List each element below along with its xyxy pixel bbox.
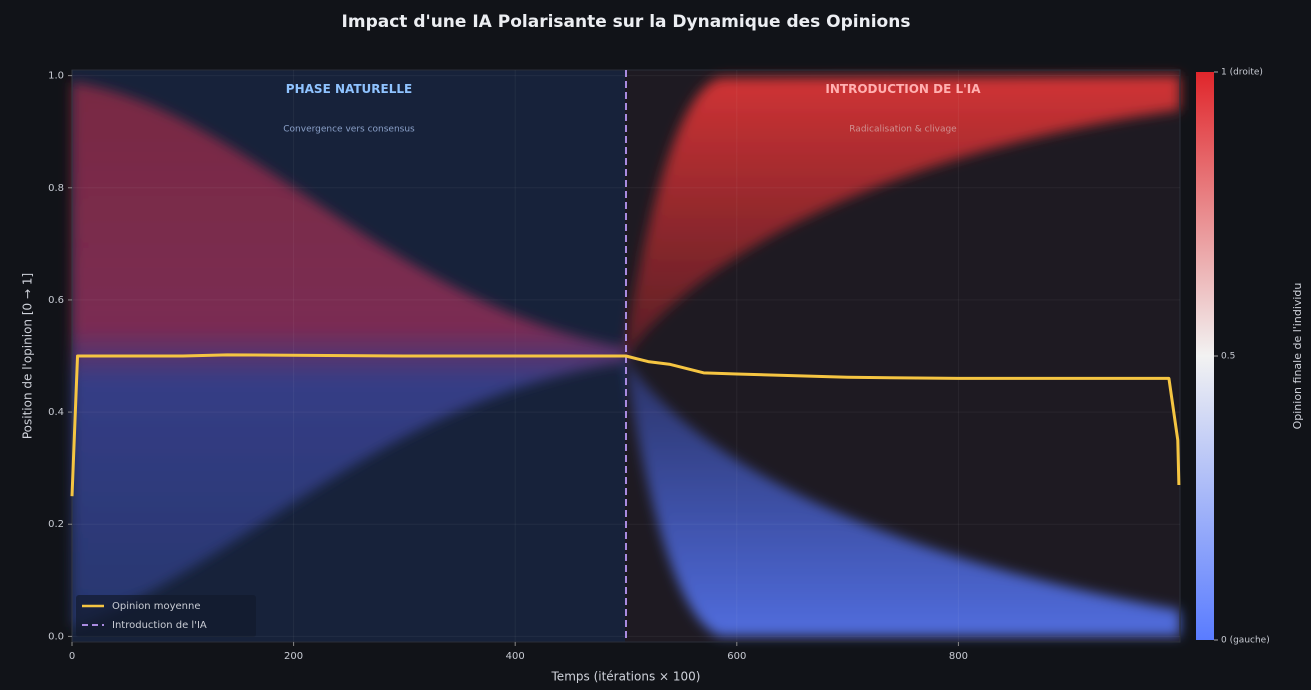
colorbar-tick-label: 1 (droite) [1221, 68, 1263, 78]
legend-box [76, 595, 256, 637]
mean-line [70, 353, 1181, 497]
annotation: Radicalisation & clivage [849, 124, 957, 134]
legend: Opinion moyenne Introduction de l'IA [76, 595, 256, 637]
y-tick-label: 0.8 [48, 183, 64, 194]
colorbar-tick-label: 0 (gauche) [1221, 636, 1270, 646]
y-tick-label: 0.2 [48, 519, 64, 530]
legend-label: Introduction de l'IA [112, 620, 207, 631]
y-tick-label: 1.0 [48, 71, 64, 82]
colorbar-label: Opinion finale de l'individu [1291, 283, 1304, 430]
x-tick-label: 600 [727, 651, 746, 662]
annotation: Convergence vers consensus [283, 124, 415, 134]
chart-title: Impact d'une IA Polarisante sur la Dynam… [342, 12, 911, 32]
legend-label: Opinion moyenne [112, 601, 201, 612]
x-tick-label: 0 [69, 651, 75, 662]
annotation: PHASE NATURELLE [286, 82, 412, 96]
y-tick-label: 0.0 [48, 631, 64, 642]
x-tick-label: 400 [506, 651, 525, 662]
y-tick-label: 0.4 [48, 407, 64, 418]
y-tick-label: 0.6 [48, 295, 64, 306]
x-tick-label: 800 [949, 651, 968, 662]
annotation: INTRODUCTION DE L'IA [825, 82, 981, 96]
colorbar [1196, 72, 1214, 640]
colorbar-tick-label: 0.5 [1221, 352, 1235, 362]
x-axis-label: Temps (itérations × 100) [551, 670, 701, 684]
x-tick-label: 200 [284, 651, 303, 662]
y-axis-label: Position de l'opinion [0 → 1] [21, 273, 35, 439]
